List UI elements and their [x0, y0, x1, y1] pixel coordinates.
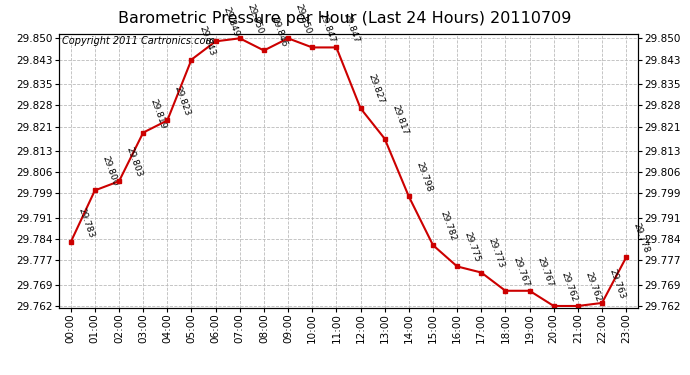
Text: 29.843: 29.843 [197, 24, 216, 57]
Text: 29.846: 29.846 [270, 15, 288, 48]
Text: 29.849: 29.849 [221, 6, 240, 39]
Text: 29.783: 29.783 [77, 207, 95, 239]
Text: 29.762: 29.762 [584, 271, 602, 303]
Text: 29.850: 29.850 [246, 3, 264, 36]
Text: 29.819: 29.819 [149, 97, 168, 130]
Text: Barometric Pressure per Hour (Last 24 Hours) 20110709: Barometric Pressure per Hour (Last 24 Ho… [118, 11, 572, 26]
Text: 29.775: 29.775 [463, 231, 482, 264]
Text: 29.800: 29.800 [101, 155, 119, 188]
Text: 29.847: 29.847 [318, 12, 337, 45]
Text: 29.798: 29.798 [415, 161, 433, 194]
Text: 29.767: 29.767 [511, 255, 530, 288]
Text: 29.817: 29.817 [391, 103, 409, 136]
Text: 29.778: 29.778 [632, 222, 651, 255]
Text: 29.773: 29.773 [487, 237, 506, 270]
Text: 29.767: 29.767 [535, 255, 554, 288]
Text: 29.762: 29.762 [560, 271, 578, 303]
Text: 29.823: 29.823 [173, 85, 192, 118]
Text: 29.763: 29.763 [608, 267, 627, 300]
Text: Copyright 2011 Cartronics.com: Copyright 2011 Cartronics.com [61, 36, 215, 46]
Text: 29.827: 29.827 [366, 73, 385, 105]
Text: 29.782: 29.782 [439, 210, 457, 242]
Text: 29.803: 29.803 [125, 146, 144, 178]
Text: 29.847: 29.847 [342, 12, 361, 45]
Text: 29.850: 29.850 [294, 3, 313, 36]
